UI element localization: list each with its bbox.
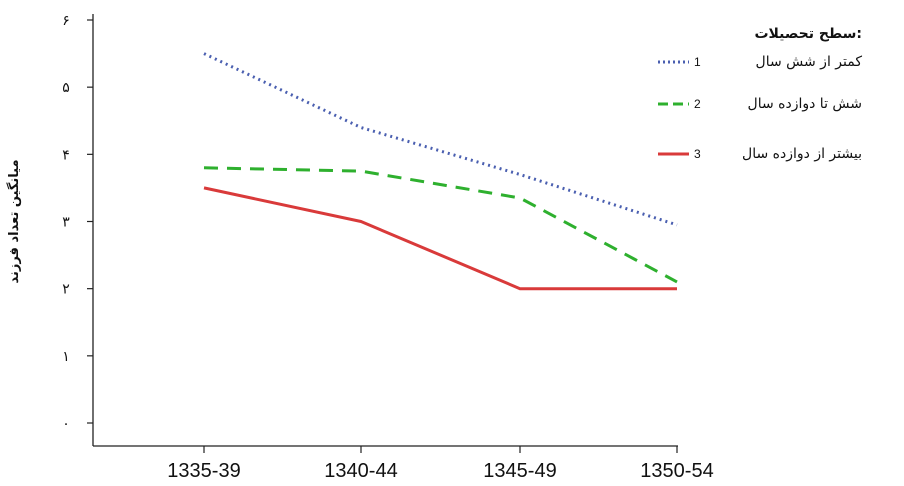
legend-number-3: 3 (694, 147, 701, 161)
x-axis-ticks: 1335-39 1340-44 1345-49 1350-54 (167, 446, 714, 482)
legend-label-2: شش تا دوازده سال (748, 96, 862, 112)
x-tick-label: 1335-39 (167, 460, 240, 482)
axes (92, 14, 678, 447)
y-tick-label: ۲ (62, 282, 70, 298)
y-tick-label: ۶ (62, 13, 70, 29)
series-line-3 (203, 186, 677, 291)
series-line-2 (203, 166, 678, 284)
y-axis-ticks: ۰ ۱ ۲ ۳ ۴ ۵ ۶ (62, 13, 93, 432)
y-tick-label: ۰ (62, 416, 70, 432)
legend-label-1: کمتر از شش سال (756, 54, 863, 70)
legend: سطح تحصیلات: 1 کمتر از شش سال 2 شش تا دوازد… (658, 26, 862, 162)
legend-number-1: 1 (694, 55, 701, 69)
x-tick-label: 1350-54 (640, 460, 713, 482)
y-axis-title: میانگین تعداد فرزند (6, 159, 22, 283)
x-tick-label: 1345-49 (483, 460, 556, 482)
x-tick-label: 1340-44 (324, 460, 397, 482)
series-lines (203, 52, 678, 291)
series-line-1 (203, 52, 678, 227)
y-tick-label: ۳ (62, 215, 70, 231)
y-tick-label: ۱ (62, 349, 70, 365)
y-tick-label: ۴ (62, 147, 70, 163)
legend-label-3: بیشتر از دوازده سال (742, 146, 862, 162)
y-tick-label: ۵ (62, 80, 70, 96)
legend-title: سطح تحصیلات: (754, 26, 862, 42)
legend-number-2: 2 (694, 97, 701, 111)
